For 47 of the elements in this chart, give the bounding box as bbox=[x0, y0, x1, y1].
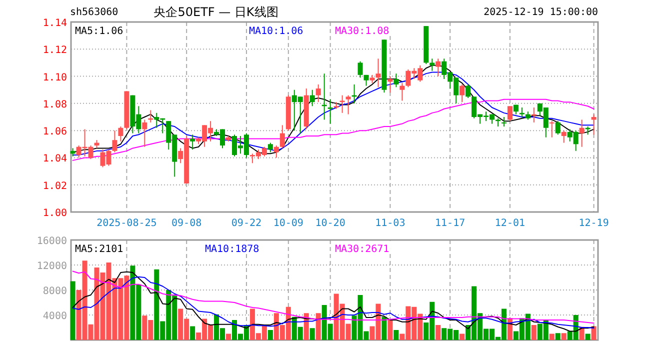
y-tick-label: 1.10 bbox=[42, 72, 67, 84]
x-tick-label: 10-20 bbox=[315, 218, 346, 229]
y-tick-label: 1.02 bbox=[42, 180, 67, 192]
bar bbox=[531, 325, 536, 340]
bar bbox=[585, 334, 590, 340]
x-tick-label: 11-03 bbox=[375, 218, 406, 229]
x-tick-label: 09-22 bbox=[231, 218, 262, 229]
series-label: MA5:2101 bbox=[75, 244, 124, 255]
text: MA10:1.06 bbox=[249, 26, 304, 37]
chart-subtitle: sh563060 bbox=[70, 7, 118, 18]
bar bbox=[70, 281, 76, 340]
x-tick-label: 12-19 bbox=[578, 218, 609, 229]
x-tick-label: 10-09 bbox=[273, 218, 304, 229]
y-tick-label: 1.12 bbox=[42, 45, 67, 56]
bar bbox=[310, 328, 315, 340]
text: MA5:1.06 bbox=[75, 26, 124, 37]
bar bbox=[394, 330, 399, 340]
bar bbox=[555, 333, 560, 340]
x-tick-label: 12-01 bbox=[494, 218, 526, 229]
chart-title: 央企50ETF — 日K线图 bbox=[154, 5, 278, 19]
text: 2025-12-19 15:00:00 bbox=[484, 7, 598, 18]
bar bbox=[436, 325, 441, 340]
text: MA10:1878 bbox=[205, 244, 260, 255]
text: MA30:1.08 bbox=[335, 26, 390, 37]
bar bbox=[549, 334, 554, 340]
bar bbox=[268, 330, 273, 340]
bar bbox=[382, 316, 387, 340]
text: MA30:2671 bbox=[335, 244, 390, 255]
bar bbox=[316, 313, 321, 340]
y-tick-label: 1.06 bbox=[42, 126, 67, 138]
y-tick-label: 4000 bbox=[42, 311, 67, 322]
y-tick-label: 1.08 bbox=[42, 99, 67, 110]
y-tick-label: 12000 bbox=[36, 261, 67, 272]
bar bbox=[561, 333, 566, 340]
x-tick-label: 09-08 bbox=[172, 218, 202, 229]
y-tick-label: 1.00 bbox=[42, 208, 67, 219]
bar bbox=[460, 334, 465, 340]
x-tick-label: 2025-08-25 bbox=[96, 218, 157, 229]
x-tick-label: 11-17 bbox=[435, 218, 466, 229]
bar bbox=[226, 334, 231, 340]
y-tick-label: 16000 bbox=[36, 236, 67, 247]
bar bbox=[591, 326, 596, 340]
bar bbox=[388, 320, 393, 340]
y-tick-label: 1.04 bbox=[42, 154, 67, 165]
bar bbox=[190, 326, 196, 340]
y-tick-label: 1.14 bbox=[42, 18, 67, 29]
y-tick-label: 8000 bbox=[42, 286, 67, 297]
